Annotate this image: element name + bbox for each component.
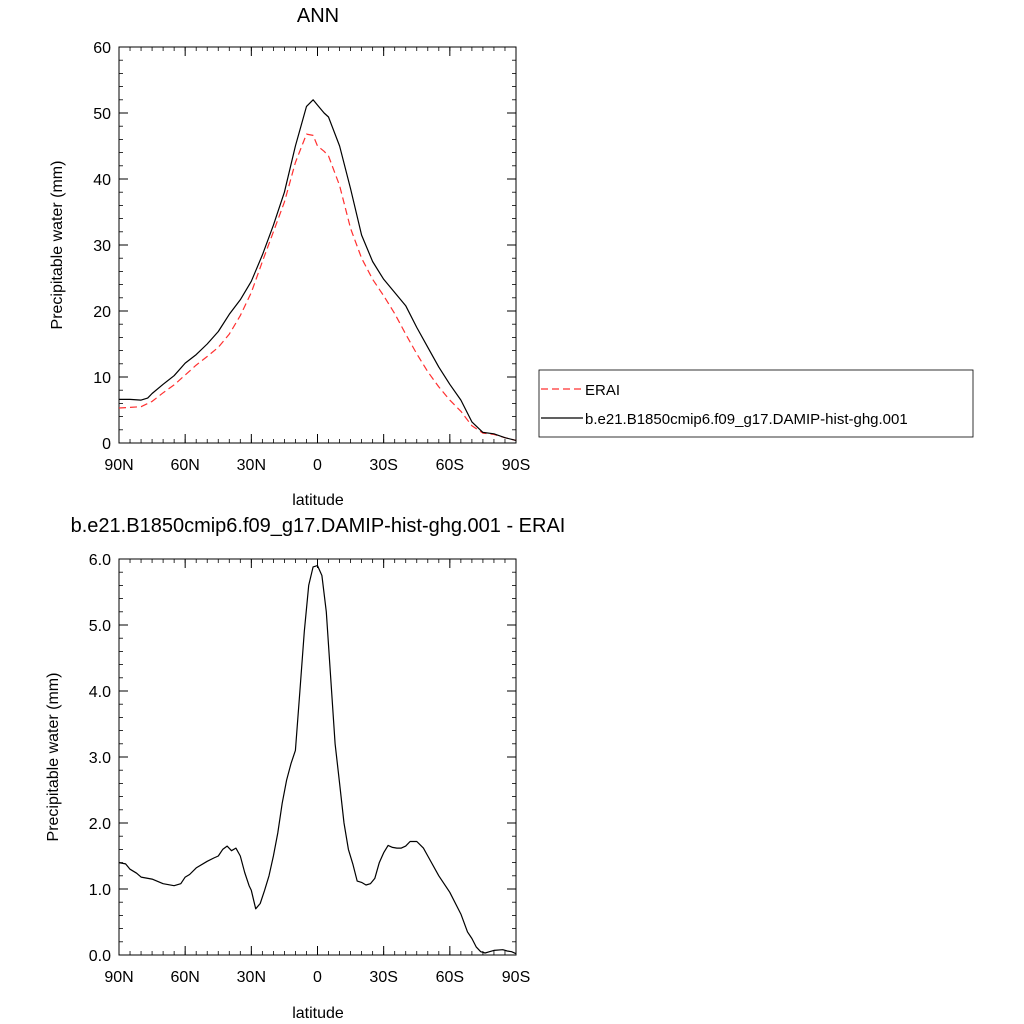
x-tick-label: 30S [369,969,397,986]
legend-label-model: b.e21.B1850cmip6.f09_g17.DAMIP-hist-ghg.… [585,411,908,428]
series-line-0 [118,565,517,955]
y-tick-label: 3.0 [89,750,111,767]
y-tick-label: 6.0 [89,552,111,569]
plot-frame [118,46,517,444]
y-tick-label: 4.0 [89,684,111,701]
y-tick-label: 30 [93,238,111,255]
y-axis-label: Precipitable water (mm) [45,673,62,842]
series-lines [118,565,517,955]
chart-title: b.e21.B1850cmip6.f09_g17.DAMIP-hist-ghg.… [71,515,566,537]
legend-label-erai: ERAI [585,382,620,399]
x-tick-label: 60N [170,969,199,986]
y-tick-label: 60 [93,40,111,57]
legend: ERAI b.e21.B1850cmip6.f09_g17.DAMIP-hist… [538,369,974,438]
y-axis-label: Precipitable water (mm) [49,161,66,330]
chart-title: ANN [297,5,339,27]
y-tick-label: 0 [102,436,111,453]
y-tick-label: 1.0 [89,882,111,899]
series-line-0 [118,133,517,441]
x-axis-label: latitude [292,1005,344,1022]
annual-precipitable-water-chart: ANN 90N 60N 30N 0 30S 60S 90S 0 10 20 30 40 50 60 lat… [49,5,530,509]
x-tick-label: 90S [502,457,530,474]
x-tick-label: 60S [436,457,464,474]
x-tick-label: 30N [237,457,266,474]
y-tick-label: 0.0 [89,948,111,965]
x-tick-label: 90S [502,969,530,986]
x-tick-label: 0 [313,457,322,474]
x-tick-label: 30S [369,457,397,474]
x-tick-label: 30N [237,969,266,986]
y-tick-label: 40 [93,172,111,189]
y-tick-label: 2.0 [89,816,111,833]
y-tick-label: 5.0 [89,618,111,635]
y-tick-label: 10 [93,370,111,387]
x-tick-label: 60S [436,969,464,986]
difference-chart: b.e21.B1850cmip6.f09_g17.DAMIP-hist-ghg.… [45,515,565,1022]
plot-frame [118,558,517,956]
y-tick-label: 20 [93,304,111,321]
series-line-1 [119,99,517,441]
axis-ticks: 90N 60N 30N 0 30S 60S 90S 0.0 1.0 2.0 3.0 4.0 5.0 6.0 [89,552,530,986]
legend-box [538,369,974,438]
x-axis-label: latitude [292,492,344,509]
series-lines [118,99,517,441]
x-tick-label: 90N [104,457,133,474]
x-tick-label: 90N [104,969,133,986]
x-tick-label: 0 [313,969,322,986]
axis-ticks: 90N 60N 30N 0 30S 60S 90S 0 10 20 30 40 50 60 [93,40,530,474]
x-tick-label: 60N [170,457,199,474]
y-tick-label: 50 [93,106,111,123]
